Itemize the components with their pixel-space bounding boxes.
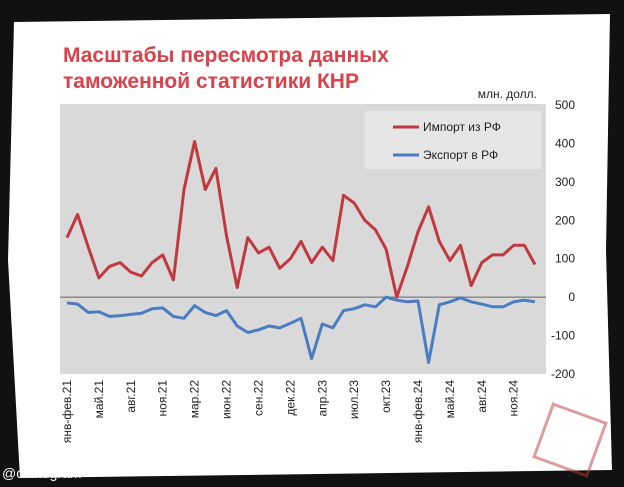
x-tick-label: авг.21	[124, 380, 138, 413]
legend-label: Экспорт в РФ	[423, 148, 498, 162]
x-tick-label: мар.22	[188, 380, 202, 419]
stamp	[532, 402, 608, 478]
unit-label: млн. долл.	[478, 87, 537, 101]
chart-title: таможенной статистики КНР	[63, 70, 359, 93]
line-series	[66, 295, 536, 364]
chart-title: Масштабы пересмотра данных	[63, 44, 389, 67]
x-tick-label: май.24	[443, 380, 457, 419]
x-tick-label: янв-фев.21	[60, 380, 74, 443]
y-tick-label: -100	[551, 329, 575, 343]
x-tick-label: авг.24	[475, 380, 489, 413]
y-tick-label: 400	[555, 136, 575, 150]
watermark: @chinogram	[2, 465, 82, 481]
y-tick-label: 100	[555, 252, 575, 266]
x-tick-label: май.21	[92, 380, 106, 419]
y-tick-label: -200	[551, 367, 575, 381]
line-series	[65, 140, 537, 299]
legend-box	[365, 111, 541, 169]
x-tick-label: дек.22	[283, 380, 297, 416]
x-tick-label: апр.23	[315, 380, 329, 417]
y-tick-label: 0	[568, 290, 575, 304]
x-tick-label: июл.23	[347, 380, 361, 419]
x-tick-label: окт.23	[379, 380, 393, 413]
y-tick-label: 500	[555, 98, 575, 112]
x-tick-label: ноя.21	[156, 380, 170, 417]
x-tick-label: янв-фев.24	[411, 380, 425, 443]
x-tick-label: ноя.24	[507, 380, 521, 417]
x-tick-label: июн.22	[220, 380, 234, 419]
y-tick-label: 300	[555, 175, 575, 189]
y-tick-label: 200	[555, 213, 575, 227]
legend-label: Импорт из РФ	[423, 120, 501, 134]
x-tick-label: сен.22	[251, 380, 265, 416]
